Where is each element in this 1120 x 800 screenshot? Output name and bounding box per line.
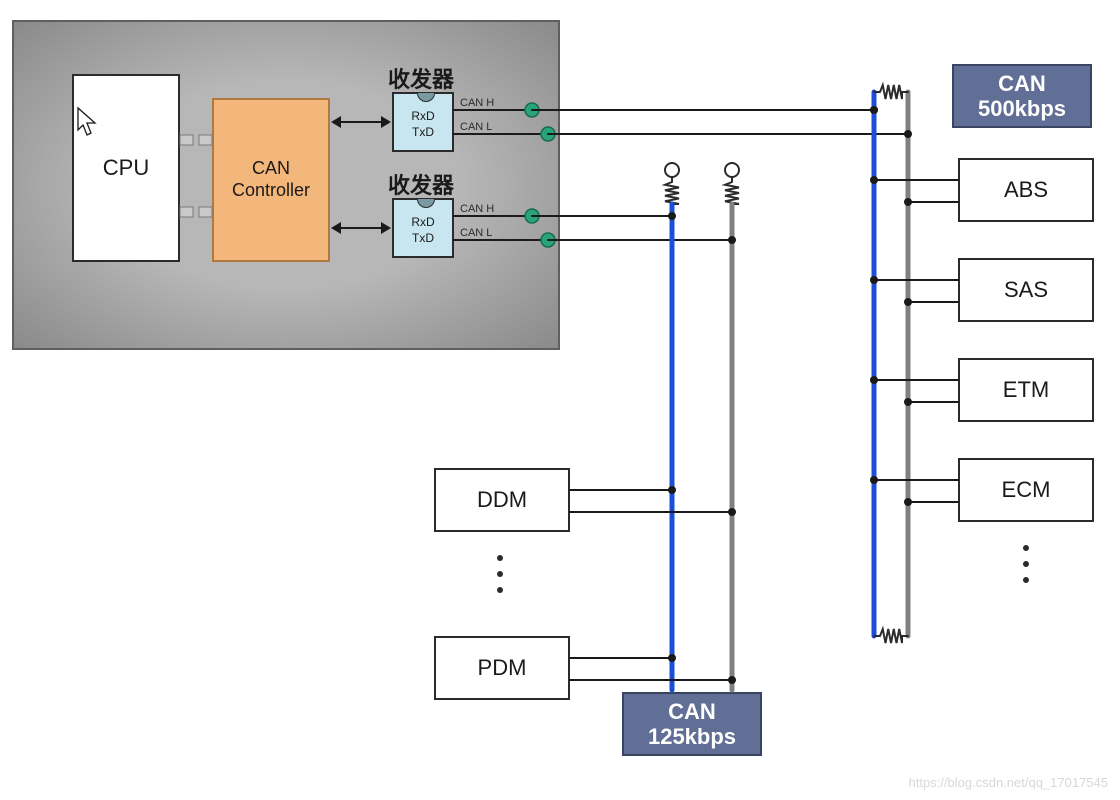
wiring-layer: CAN H CAN L CAN H CAN L	[0, 0, 1120, 800]
svg-text:CAN L: CAN L	[460, 227, 492, 239]
svg-text:CAN H: CAN H	[460, 97, 494, 109]
cursor-icon	[78, 108, 95, 135]
svg-text:CAN L: CAN L	[460, 121, 492, 133]
watermark: https://blog.csdn.net/qq_17017545	[909, 775, 1109, 790]
svg-text:CAN H: CAN H	[460, 203, 494, 215]
